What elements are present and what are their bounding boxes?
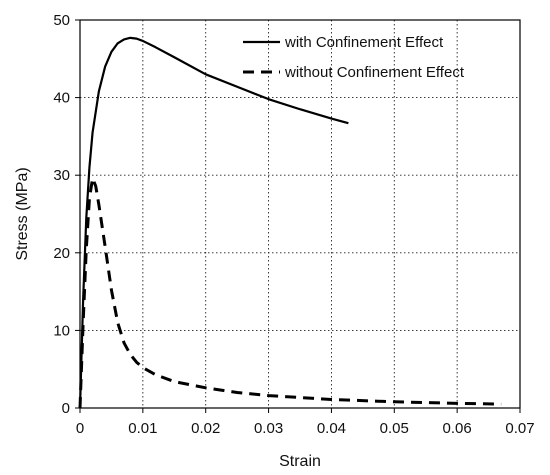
- y-axis-title: Stress (MPa): [14, 167, 31, 260]
- series-lines: [78, 36, 502, 409]
- y-tick-label: 20: [53, 245, 70, 262]
- x-tick-label: 0.02: [191, 420, 220, 437]
- legend-label-without-confinement: without Confinement Effect: [284, 64, 465, 81]
- x-tick-label: 0.05: [380, 420, 409, 437]
- plot-frame: [79, 19, 521, 409]
- series-line-with-confinement: [78, 36, 349, 409]
- axis-ticks: 0 0.01 0.02 0.03 0.04 0.05 0.06 0.07 0 10 20 30 40 50: [53, 12, 534, 437]
- x-tick-label: 0.04: [317, 420, 346, 437]
- y-tick-label: 10: [53, 322, 70, 339]
- x-tick-label: 0.07: [505, 420, 534, 437]
- x-tick-label: 0.01: [128, 420, 157, 437]
- legend: with Confinement Effect without Confinem…: [243, 34, 465, 81]
- series-line-without-confinement: [78, 176, 502, 409]
- y-tick-label: 0: [62, 400, 70, 417]
- x-tick-label: 0: [76, 420, 84, 437]
- y-tick-label: 30: [53, 167, 70, 184]
- x-tick-label: 0.06: [443, 420, 472, 437]
- x-tick-label: 0.03: [254, 420, 283, 437]
- grid: [80, 20, 520, 408]
- x-axis-title: Strain: [279, 453, 321, 470]
- y-tick-label: 40: [53, 90, 70, 107]
- y-tick-label: 50: [53, 12, 70, 29]
- legend-label-with-confinement: with Confinement Effect: [284, 34, 444, 51]
